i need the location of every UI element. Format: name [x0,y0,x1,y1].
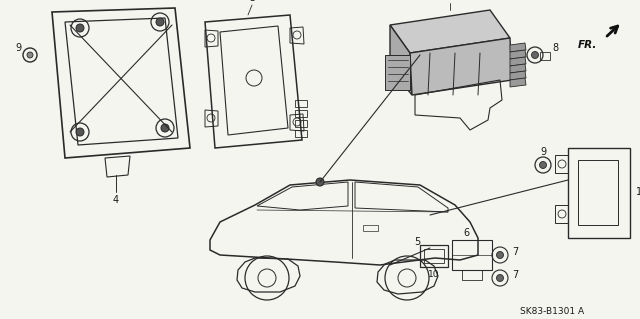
Polygon shape [410,38,512,95]
Polygon shape [510,78,526,87]
Text: FR.: FR. [578,40,597,50]
Text: 9: 9 [540,147,546,157]
Bar [295,110,307,117]
Bar [555,205,568,223]
Text: 4: 4 [113,195,119,205]
Bar [540,52,550,60]
Bar [420,245,448,267]
Text: 1: 1 [636,187,640,197]
Bar [424,249,444,263]
Circle shape [76,128,84,136]
Polygon shape [510,57,526,66]
Bar [295,120,307,127]
Text: 2: 2 [447,0,453,1]
Text: 6: 6 [463,228,469,238]
Bar [295,130,307,137]
Text: 9: 9 [16,43,22,53]
Circle shape [540,161,547,168]
Circle shape [161,124,169,132]
Text: 3: 3 [249,0,255,3]
Circle shape [316,178,324,186]
Text: 8: 8 [552,43,558,53]
Polygon shape [510,50,526,59]
Bar [452,240,492,270]
Bar [295,100,307,107]
Text: 5: 5 [413,237,420,247]
Circle shape [156,18,164,26]
Polygon shape [510,43,526,52]
Text: 7: 7 [512,270,518,280]
Polygon shape [510,71,526,80]
Bar [568,148,630,238]
Bar [363,225,378,231]
Polygon shape [390,25,412,95]
Circle shape [497,275,504,281]
Polygon shape [390,10,510,53]
Text: 10: 10 [428,270,440,279]
Polygon shape [510,64,526,73]
Bar [578,160,618,225]
Bar [462,270,482,280]
Text: 7: 7 [512,247,518,257]
Circle shape [497,251,504,258]
Circle shape [531,51,538,58]
Bar [555,155,568,173]
Bar [385,55,410,90]
Text: SK83-B1301 A: SK83-B1301 A [520,308,584,316]
Circle shape [76,24,84,32]
Circle shape [27,52,33,58]
